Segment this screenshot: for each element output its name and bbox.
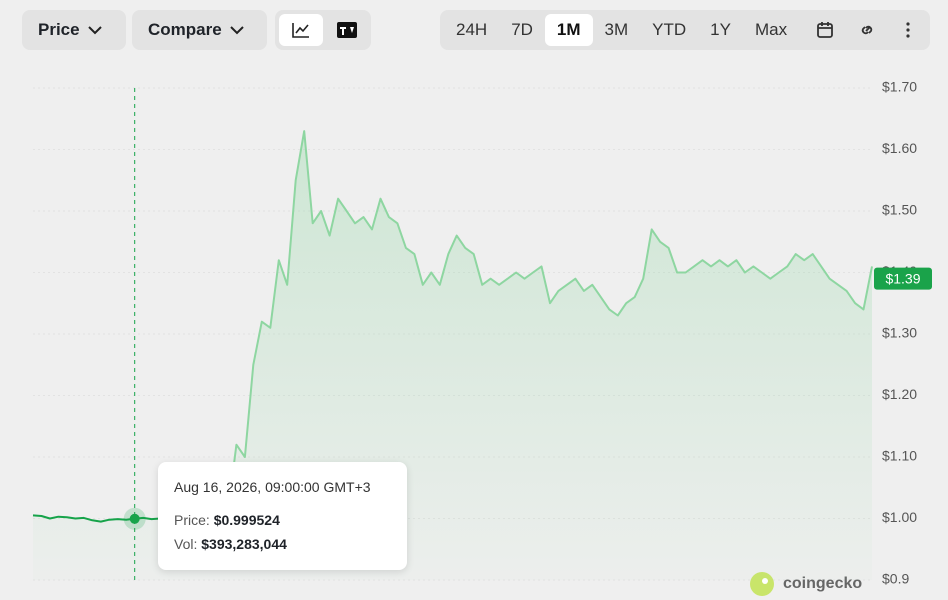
tooltip: Aug 16, 2026, 09:00:00 GMT+3 Price: $0.9… [158,462,407,570]
range-button[interactable]: 3M [604,20,629,39]
current-price-label: $1.39 [885,270,920,286]
compare-button[interactable]: Compare [132,10,267,50]
tooltip-label: Price: [174,512,210,528]
y-tick-label: $1.60 [882,140,917,156]
y-tick-label: $0.9 [882,571,909,587]
button-label: Price [38,20,80,39]
tooltip-volume: $393,283,044 [201,536,287,552]
y-tick-label: $1.70 [882,79,917,95]
tradingview-icon[interactable] [329,14,365,46]
link-icon[interactable] [849,14,885,46]
price-button[interactable]: Price [22,10,126,50]
tooltip-price: $0.999524 [213,512,280,528]
line-chart-icon[interactable] [279,14,323,46]
range-button[interactable]: 7D [511,20,533,39]
y-tick-label: $1.20 [882,386,917,402]
chevron [87,25,102,34]
y-tick-label: $1.10 [882,448,917,464]
tooltip-date: Aug 16, 2026, 09:00:00 GMT+3 [174,479,371,495]
calendar-icon[interactable] [807,14,843,46]
chart-type-group [275,10,371,50]
button-label: Compare [148,20,222,39]
y-tick-label: $1.50 [882,202,917,218]
range-button[interactable]: 1Y [710,20,731,39]
range-button[interactable]: 1M [544,14,593,46]
current-price-badge [874,267,932,290]
more-icon[interactable] [890,14,926,46]
hover-point [129,513,140,524]
range-button[interactable]: 24H [456,20,488,39]
y-tick-label: $1.00 [882,509,917,525]
range-button[interactable]: Max [754,20,788,39]
chevron [229,25,244,34]
tooltip-label: Vol: [174,536,198,552]
range-button[interactable]: YTD [652,20,687,39]
y-tick-label: $1.30 [882,325,917,341]
range-group: 24H 7D 1M 3M YTD 1Y Max [440,10,930,50]
